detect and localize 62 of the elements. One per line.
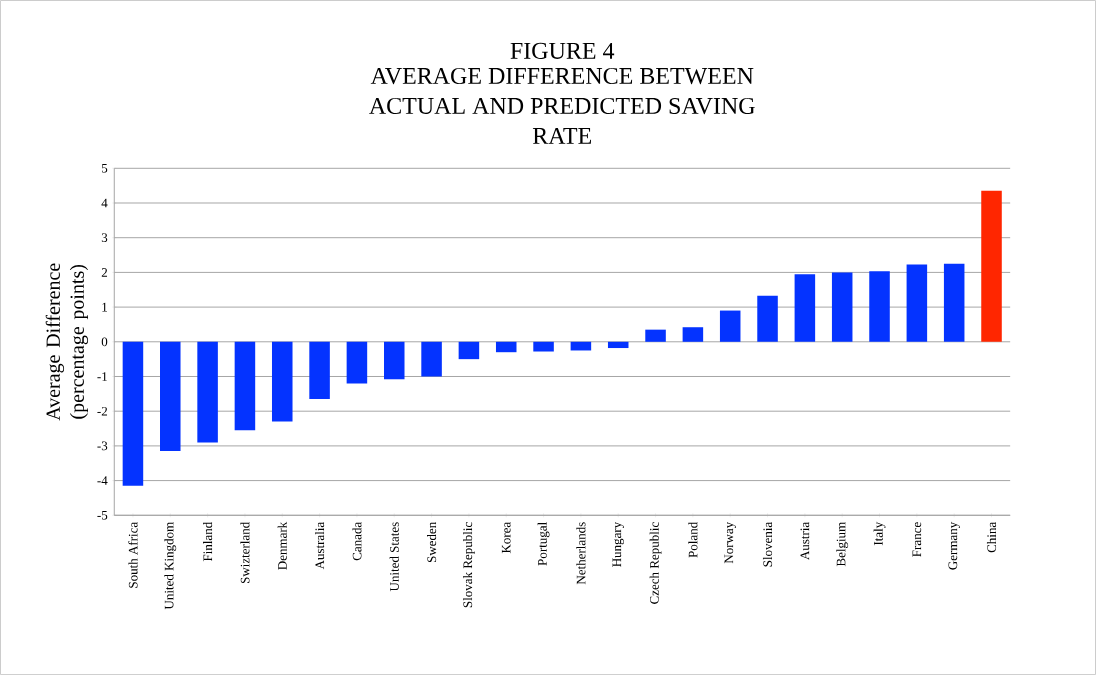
x-tick-label: Sweden — [427, 521, 437, 563]
x-tick-label: Portugal — [537, 522, 550, 566]
bar — [906, 264, 928, 342]
bar — [383, 341, 405, 380]
bar — [495, 341, 517, 353]
x-tick-label: Germany — [948, 521, 960, 570]
y-tick-label: 0 — [101, 337, 108, 347]
x-tick-label: Czech Republic — [649, 522, 662, 604]
x-tick-label: Belgium — [836, 521, 849, 567]
bar — [831, 272, 853, 342]
y-tick-label: -1 — [97, 372, 107, 381]
x-tick-label: Hungary — [612, 521, 624, 567]
y-axis-title: Average Difference (percentage points) — [45, 263, 89, 421]
bar — [607, 341, 629, 349]
x-tick-label: Netherlands — [576, 522, 586, 585]
bar — [234, 341, 256, 431]
bar — [458, 341, 480, 360]
bar — [794, 274, 816, 342]
y-tick-label: 2 — [101, 268, 108, 277]
bar — [160, 341, 181, 452]
bar — [122, 341, 144, 486]
y-tick-label: -5 — [97, 510, 108, 520]
bar — [346, 341, 368, 384]
bar — [981, 190, 1002, 342]
y-tick-label: 3 — [101, 233, 108, 243]
x-tick-label: United States — [389, 522, 399, 592]
bar — [645, 329, 666, 342]
x-tick-label: Norway — [724, 521, 736, 564]
y-tick-label: 5 — [102, 163, 108, 173]
x-tick-label: Slovak Republic — [463, 522, 475, 608]
bar — [533, 341, 554, 352]
x-tick-label: South Africa — [128, 521, 138, 588]
x-tick-label: Finland — [203, 521, 213, 562]
bar — [309, 341, 330, 400]
chart-subtitle: AVERAGE DIFFERENCE BETWEEN ACTUAL AND PREDICTED SAVING RATE — [369, 67, 755, 144]
bar — [719, 310, 741, 342]
x-tick-label: China — [986, 521, 997, 553]
x-tick-label: France — [912, 522, 922, 557]
x-tick-label: Italy — [873, 521, 886, 546]
chart-title: FIGURE 4 — [510, 42, 615, 59]
bar — [757, 295, 778, 342]
bar — [943, 263, 965, 342]
bar — [421, 341, 442, 377]
x-tick-label: Denmark — [277, 521, 287, 570]
bar — [682, 327, 704, 342]
bar — [271, 341, 293, 422]
x-tick-label: Swizterland — [240, 521, 250, 583]
x-tick-label: Canada — [352, 521, 362, 561]
y-tick-label: -3 — [97, 441, 108, 451]
x-tick-label: Australia — [315, 521, 325, 570]
x-tick-label: Korea — [501, 521, 511, 554]
y-tick-label: 4 — [101, 198, 108, 208]
y-tick-label: -2 — [97, 406, 108, 416]
x-tick-label: Poland — [688, 521, 698, 558]
bar — [869, 271, 890, 342]
bar — [570, 341, 592, 351]
x-tick-label: Austria — [800, 521, 810, 560]
bar — [197, 341, 218, 443]
y-tick-label: -4 — [97, 476, 108, 485]
x-tick-label: United Kingdom — [164, 521, 177, 610]
x-tick-label: Slovenia — [762, 521, 773, 567]
y-tick-label: 1 — [102, 302, 107, 312]
